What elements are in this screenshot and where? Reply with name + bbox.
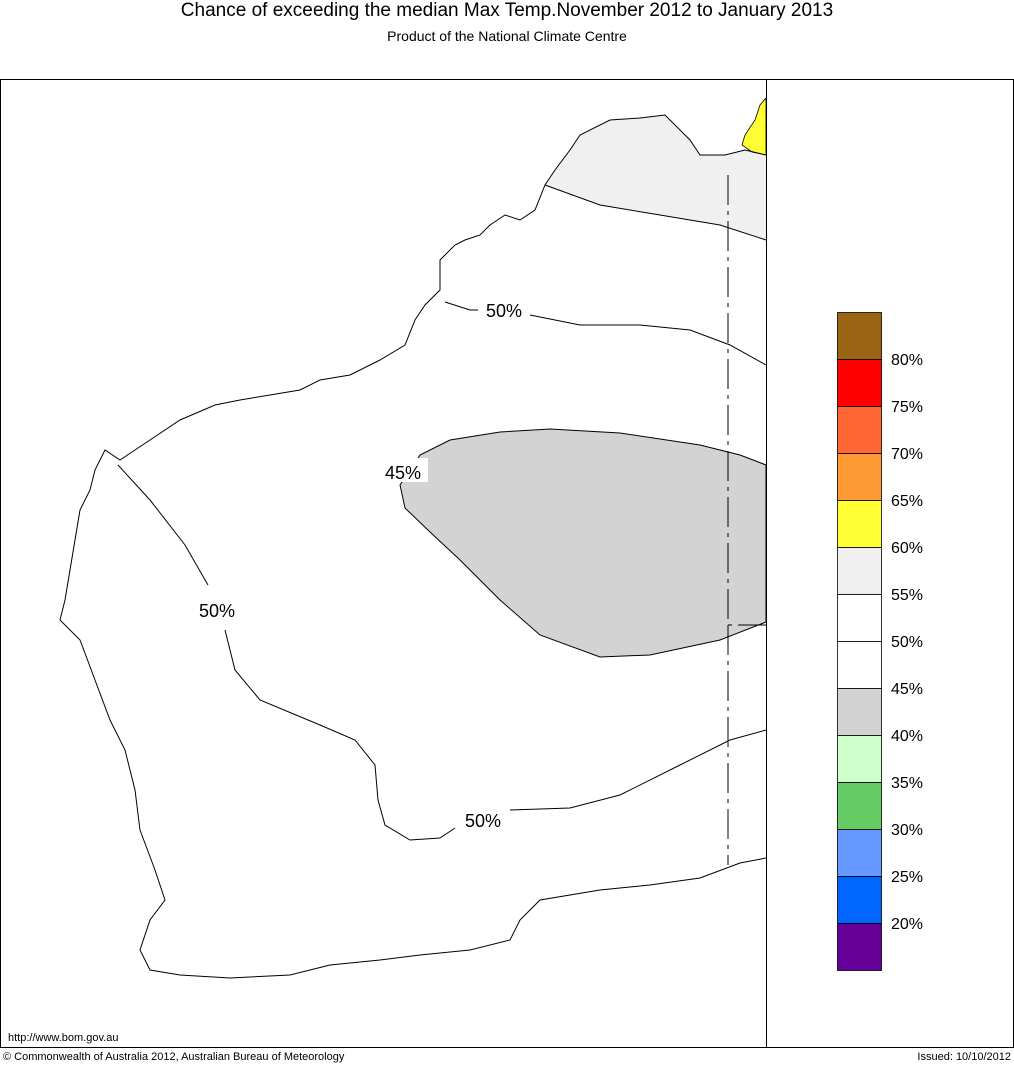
contour-50-south — [224, 629, 456, 841]
coastline — [59, 114, 767, 979]
legend-swatch — [837, 688, 882, 736]
legend-swatch — [837, 782, 882, 830]
legend-label: 30% — [891, 822, 923, 839]
legend-label: 35% — [891, 775, 923, 792]
legend-swatch — [837, 453, 882, 501]
legend-swatch — [837, 594, 882, 642]
bom-url: http://www.bom.gov.au — [8, 1032, 118, 1044]
contour-label: 50% — [465, 811, 501, 831]
legend-swatch — [837, 735, 882, 783]
legend-label: 25% — [891, 869, 923, 886]
legend-swatch — [837, 923, 882, 971]
contour-50-west — [117, 464, 209, 586]
legend-label: 20% — [891, 916, 923, 933]
contour-label: 50% — [486, 301, 522, 321]
contour-50-north-b — [529, 314, 767, 366]
contour-label: 50% — [199, 601, 235, 621]
issued-date: Issued: 10/10/2012 — [917, 1051, 1011, 1063]
legend-label: 70% — [891, 446, 923, 463]
map-title: Chance of exceeding the median Max Temp.… — [180, 0, 834, 21]
legend-swatch — [837, 312, 882, 360]
legend-label: 60% — [891, 540, 923, 557]
legend-swatch — [837, 829, 882, 877]
region-40-45 — [399, 428, 767, 658]
legend-label: 45% — [891, 681, 923, 698]
contour-50-north — [444, 301, 478, 311]
legend-swatch — [837, 641, 882, 689]
legend-label: 75% — [891, 399, 923, 416]
legend-swatch — [837, 547, 882, 595]
label-bg — [380, 458, 428, 482]
legend-label: 55% — [891, 587, 923, 604]
legend-label: 80% — [891, 352, 923, 369]
legend-swatch — [837, 876, 882, 924]
legend-swatch — [837, 359, 882, 407]
map-subtitle: Product of the National Climate Centre — [387, 28, 627, 44]
legend-label: 65% — [891, 493, 923, 510]
map-area: 50% 45% 50% 50% http://www.bom.gov.au — [8, 96, 767, 1044]
copyright: © Commonwealth of Australia 2012, Austra… — [3, 1051, 345, 1063]
color-legend: 80% 75% 70% 65% 60% 55% 50% 45% 40% 35% 30% 25% 20% — [837, 312, 923, 971]
legend-swatch — [837, 406, 882, 454]
legend-swatch — [837, 500, 882, 548]
contour-55 — [544, 184, 767, 241]
region-55-60 — [545, 115, 766, 240]
contour-label: 45% — [385, 463, 421, 483]
contour-50-south-b — [509, 729, 767, 811]
legend-label: 50% — [891, 634, 923, 651]
legend-label: 40% — [891, 728, 923, 745]
